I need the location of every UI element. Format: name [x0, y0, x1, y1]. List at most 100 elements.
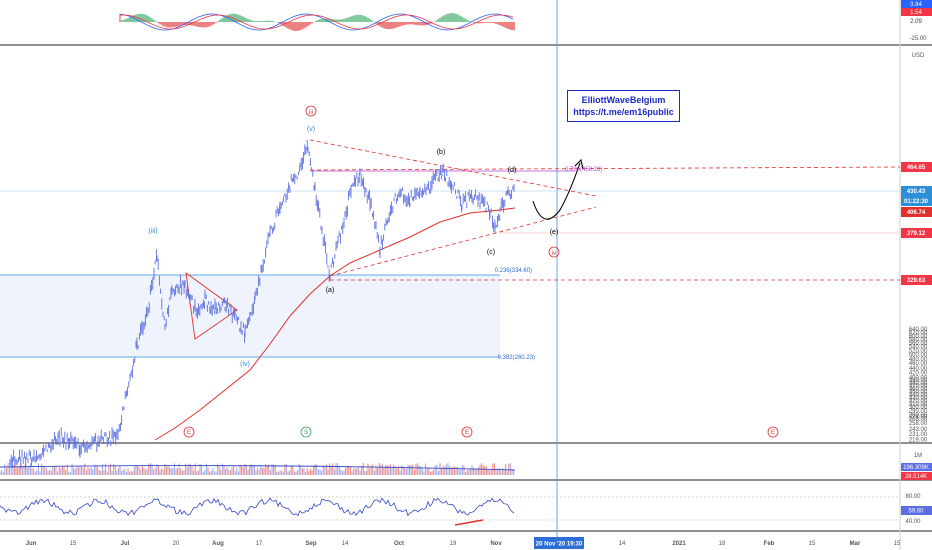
- time-axis-label: Aug: [212, 541, 224, 547]
- time-axis-label: 15: [894, 541, 901, 547]
- rsi-badge-label: 59.60: [908, 509, 924, 515]
- volume-panel: [0, 463, 516, 475]
- rsi-panel: [0, 496, 900, 526]
- price-tick-label: 640.00: [909, 327, 928, 333]
- price-tick-label: 380.00: [909, 381, 928, 387]
- price-tick-label: 620.00: [909, 330, 928, 336]
- price-tick-label: 280.00: [909, 412, 928, 418]
- rsi-line: [0, 497, 515, 517]
- price-badge-label: 01:22:30: [904, 199, 929, 205]
- rsi-badge: [901, 506, 932, 515]
- time-axis-label: Jun: [26, 541, 37, 547]
- annotation-line-1: ElliottWaveBelgium: [581, 95, 666, 105]
- rsi-tick: 80.00: [905, 494, 921, 500]
- macd-tick: -25.00: [909, 36, 927, 42]
- time-axis-label: Sep: [305, 541, 316, 547]
- time-axis-label: Jul: [121, 541, 130, 547]
- wave-circle: [548, 246, 560, 258]
- price-tick-label: 600.00: [909, 334, 928, 340]
- price-tick-label: 268.00: [909, 417, 928, 423]
- price-badge: [901, 186, 932, 196]
- price-tick-label: 300.00: [909, 405, 928, 411]
- projection-arrow: [574, 158, 584, 170]
- event-marker: [300, 426, 312, 438]
- price-tick-label: 580.00: [909, 337, 928, 343]
- wave-label: (d): [508, 167, 517, 174]
- price-badge: [901, 275, 932, 285]
- price-tick-label: 310.00: [909, 402, 928, 408]
- price-tick-label: 320.00: [909, 399, 928, 405]
- time-axis-label: 15: [70, 541, 77, 547]
- event-marker: [461, 426, 473, 438]
- rsi-divergence: [454, 519, 484, 526]
- macd-badge-label: 1.54: [910, 10, 922, 16]
- macd-signal: [119, 14, 514, 30]
- time-axis-label: 20: [173, 541, 180, 547]
- price-badge: [901, 196, 932, 206]
- price-badge-label: 329.63: [907, 278, 926, 284]
- price-tick-label: 231.00: [909, 432, 928, 438]
- wave-label: iv: [552, 251, 556, 257]
- price-tick-label: 540.00: [909, 345, 928, 351]
- wave-label: iii: [309, 110, 313, 116]
- price-tick-label: 219.00: [909, 438, 928, 444]
- crosshair-time-badge: [534, 537, 584, 549]
- event-marker-label: S: [304, 430, 308, 436]
- wave-label: (iii): [148, 228, 157, 235]
- time-axis-label: Oct: [394, 541, 404, 547]
- time-axis-label: 2021: [672, 541, 686, 547]
- price-tick-label: 360.00: [909, 386, 928, 392]
- price-tick-label: 440.00: [909, 366, 928, 372]
- time-axis-label: Nov: [490, 541, 502, 547]
- macd-badge-label: 3.84: [910, 2, 922, 8]
- price-badge: [901, 162, 932, 172]
- price-tick-label: 480.00: [909, 357, 928, 363]
- event-marker-label: E: [187, 430, 191, 436]
- price-badge: [901, 207, 932, 217]
- price-tick-label: 274.00: [909, 415, 928, 421]
- price-tick-label: 500.00: [909, 353, 928, 359]
- price-tick-label: 243.00: [909, 427, 928, 433]
- price-tick-label: 340.00: [909, 392, 928, 398]
- price-tick-label: 400.00: [909, 376, 928, 382]
- price-badge-label: 430.43: [907, 189, 926, 195]
- rsi-tick: 40.00: [905, 519, 921, 525]
- volume-badge: [901, 472, 932, 480]
- macd-badge: [901, 8, 932, 16]
- volume-tick: 1M: [914, 453, 922, 459]
- macd-badge-label: 2.09: [910, 19, 922, 25]
- price-tick-label: 258.00: [909, 421, 928, 427]
- time-axis-label: 14: [619, 541, 626, 547]
- wave-label: (c): [487, 249, 495, 256]
- macd-panel: [119, 13, 515, 31]
- crosshair-time-label: 20 Nov '20 19:30: [536, 542, 583, 548]
- volume-badge: [901, 463, 932, 471]
- time-axis-label: 18: [719, 541, 726, 547]
- time-axis-label: 15: [809, 541, 816, 547]
- macd-badge: [901, 17, 932, 25]
- price-tick-label: 330.00: [909, 395, 928, 401]
- annotation-box[interactable]: ElliottWaveBelgium https://t.me/em16publ…: [567, 90, 680, 122]
- moving-average: [154, 207, 516, 441]
- price-tick-label: 420.00: [909, 371, 928, 377]
- price-tick-label: 350.00: [909, 389, 928, 395]
- price-tick-label: 370.00: [909, 384, 928, 390]
- dashed-level-464: [309, 166, 901, 171]
- wave-label: (b): [437, 149, 446, 156]
- time-axis-label: Feb: [764, 541, 775, 547]
- wave-label: (e): [550, 229, 559, 236]
- candles: [9, 139, 515, 469]
- price-badge-label: 406.74: [907, 210, 926, 216]
- triangle-pattern: [185, 272, 238, 340]
- time-axis-label: Mar: [850, 541, 861, 547]
- text-layer: 0.236(334.60) 0.382(260.23) 0.786(458.28) (…: [148, 105, 779, 438]
- event-marker: [183, 426, 195, 438]
- wave-circle: [305, 105, 317, 117]
- fib-label: 0.236(334.60): [495, 268, 532, 274]
- axes: Jun 15 Jul 20 Aug 17 Sep 14 Oct 19 Nov 14 2021 18 Feb 1…: [26, 0, 932, 549]
- volume-ma: [0, 465, 516, 471]
- price-badge: [901, 228, 932, 238]
- currency-label: USD: [912, 53, 925, 59]
- event-marker: [767, 426, 779, 438]
